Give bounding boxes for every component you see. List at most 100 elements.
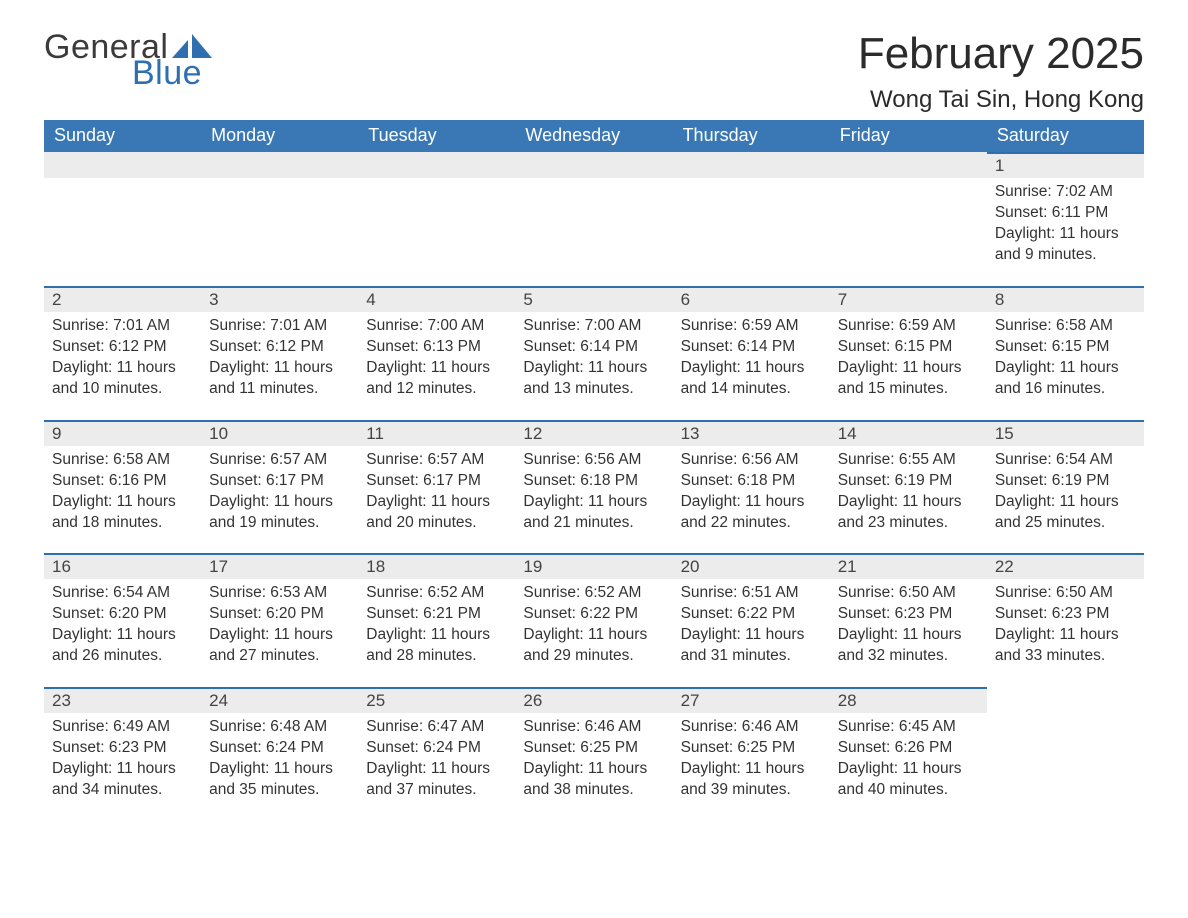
- day-sunset: Sunset: 6:23 PM: [52, 738, 193, 759]
- calendar-day-cell: 12Sunrise: 6:56 AMSunset: 6:18 PMDayligh…: [515, 420, 672, 534]
- day-day2: and 29 minutes.: [523, 646, 664, 667]
- calendar-day-cell: 21Sunrise: 6:50 AMSunset: 6:23 PMDayligh…: [830, 553, 987, 667]
- logo: General Blue: [44, 30, 212, 90]
- calendar-day-cell: 20Sunrise: 6:51 AMSunset: 6:22 PMDayligh…: [673, 553, 830, 667]
- day-sunrise: Sunrise: 6:46 AM: [523, 717, 664, 738]
- calendar-empty-cell: [515, 152, 672, 266]
- day-day2: and 40 minutes.: [838, 780, 979, 801]
- empty-day-bar: [673, 152, 830, 178]
- day-sunset: Sunset: 6:20 PM: [52, 604, 193, 625]
- day-day2: and 16 minutes.: [995, 379, 1136, 400]
- day-details: Sunrise: 6:59 AMSunset: 6:14 PMDaylight:…: [673, 312, 830, 400]
- day-details: Sunrise: 6:58 AMSunset: 6:16 PMDaylight:…: [44, 446, 201, 534]
- day-number: 14: [830, 420, 987, 446]
- day-day2: and 9 minutes.: [995, 245, 1136, 266]
- day-day2: and 15 minutes.: [838, 379, 979, 400]
- day-sunrise: Sunrise: 6:51 AM: [681, 583, 822, 604]
- day-sunset: Sunset: 6:16 PM: [52, 471, 193, 492]
- calendar-day-cell: 8Sunrise: 6:58 AMSunset: 6:15 PMDaylight…: [987, 286, 1144, 400]
- day-details: Sunrise: 6:54 AMSunset: 6:20 PMDaylight:…: [44, 579, 201, 667]
- day-details: Sunrise: 7:02 AMSunset: 6:11 PMDaylight:…: [987, 178, 1144, 266]
- day-number: 11: [358, 420, 515, 446]
- day-day1: Daylight: 11 hours: [838, 358, 979, 379]
- day-day1: Daylight: 11 hours: [209, 759, 350, 780]
- day-number: 6: [673, 286, 830, 312]
- day-sunset: Sunset: 6:25 PM: [523, 738, 664, 759]
- day-number: 25: [358, 687, 515, 713]
- day-day1: Daylight: 11 hours: [995, 358, 1136, 379]
- calendar-day-cell: 26Sunrise: 6:46 AMSunset: 6:25 PMDayligh…: [515, 687, 672, 801]
- day-number: 17: [201, 553, 358, 579]
- day-day2: and 38 minutes.: [523, 780, 664, 801]
- day-sunrise: Sunrise: 6:59 AM: [838, 316, 979, 337]
- day-day1: Daylight: 11 hours: [523, 492, 664, 513]
- day-day1: Daylight: 11 hours: [681, 492, 822, 513]
- day-day2: and 28 minutes.: [366, 646, 507, 667]
- day-number: 4: [358, 286, 515, 312]
- day-day2: and 26 minutes.: [52, 646, 193, 667]
- day-day1: Daylight: 11 hours: [681, 759, 822, 780]
- day-sunrise: Sunrise: 6:57 AM: [209, 450, 350, 471]
- day-day1: Daylight: 11 hours: [366, 759, 507, 780]
- calendar-day-cell: 23Sunrise: 6:49 AMSunset: 6:23 PMDayligh…: [44, 687, 201, 801]
- day-number: 18: [358, 553, 515, 579]
- day-day2: and 14 minutes.: [681, 379, 822, 400]
- calendar-day-cell: 24Sunrise: 6:48 AMSunset: 6:24 PMDayligh…: [201, 687, 358, 801]
- day-details: Sunrise: 6:56 AMSunset: 6:18 PMDaylight:…: [673, 446, 830, 534]
- day-day2: and 27 minutes.: [209, 646, 350, 667]
- day-day2: and 10 minutes.: [52, 379, 193, 400]
- day-day2: and 35 minutes.: [209, 780, 350, 801]
- day-sunset: Sunset: 6:15 PM: [995, 337, 1136, 358]
- week-spacer: [44, 400, 1144, 420]
- day-sunset: Sunset: 6:12 PM: [209, 337, 350, 358]
- calendar-week-row: 23Sunrise: 6:49 AMSunset: 6:23 PMDayligh…: [44, 687, 1144, 801]
- day-sunrise: Sunrise: 7:01 AM: [209, 316, 350, 337]
- day-sunset: Sunset: 6:11 PM: [995, 203, 1136, 224]
- day-day2: and 31 minutes.: [681, 646, 822, 667]
- empty-day-bar: [358, 152, 515, 178]
- day-details: Sunrise: 6:58 AMSunset: 6:15 PMDaylight:…: [987, 312, 1144, 400]
- day-sunset: Sunset: 6:22 PM: [681, 604, 822, 625]
- calendar-day-cell: 22Sunrise: 6:50 AMSunset: 6:23 PMDayligh…: [987, 553, 1144, 667]
- day-details: Sunrise: 6:47 AMSunset: 6:24 PMDaylight:…: [358, 713, 515, 801]
- weekday-thu: Thursday: [673, 120, 830, 152]
- day-sunset: Sunset: 6:24 PM: [366, 738, 507, 759]
- day-number: 28: [830, 687, 987, 713]
- day-details: Sunrise: 6:48 AMSunset: 6:24 PMDaylight:…: [201, 713, 358, 801]
- calendar-week-row: 2Sunrise: 7:01 AMSunset: 6:12 PMDaylight…: [44, 286, 1144, 400]
- calendar-day-cell: 7Sunrise: 6:59 AMSunset: 6:15 PMDaylight…: [830, 286, 987, 400]
- day-sunrise: Sunrise: 6:55 AM: [838, 450, 979, 471]
- calendar-empty-cell: [987, 687, 1144, 801]
- day-sunrise: Sunrise: 7:02 AM: [995, 182, 1136, 203]
- day-day2: and 19 minutes.: [209, 513, 350, 534]
- calendar-day-cell: 9Sunrise: 6:58 AMSunset: 6:16 PMDaylight…: [44, 420, 201, 534]
- day-sunset: Sunset: 6:17 PM: [209, 471, 350, 492]
- day-sunset: Sunset: 6:21 PM: [366, 604, 507, 625]
- day-sunrise: Sunrise: 6:46 AM: [681, 717, 822, 738]
- day-number: 5: [515, 286, 672, 312]
- day-day1: Daylight: 11 hours: [366, 625, 507, 646]
- day-sunset: Sunset: 6:25 PM: [681, 738, 822, 759]
- calendar-day-cell: 15Sunrise: 6:54 AMSunset: 6:19 PMDayligh…: [987, 420, 1144, 534]
- weekday-sun: Sunday: [44, 120, 201, 152]
- day-sunset: Sunset: 6:17 PM: [366, 471, 507, 492]
- day-sunset: Sunset: 6:18 PM: [523, 471, 664, 492]
- day-day2: and 11 minutes.: [209, 379, 350, 400]
- day-details: Sunrise: 6:56 AMSunset: 6:18 PMDaylight:…: [515, 446, 672, 534]
- day-sunrise: Sunrise: 6:56 AM: [523, 450, 664, 471]
- day-details: Sunrise: 6:57 AMSunset: 6:17 PMDaylight:…: [358, 446, 515, 534]
- day-day1: Daylight: 11 hours: [995, 224, 1136, 245]
- day-details: Sunrise: 6:52 AMSunset: 6:21 PMDaylight:…: [358, 579, 515, 667]
- day-details: Sunrise: 6:52 AMSunset: 6:22 PMDaylight:…: [515, 579, 672, 667]
- calendar-day-cell: 14Sunrise: 6:55 AMSunset: 6:19 PMDayligh…: [830, 420, 987, 534]
- day-number: 12: [515, 420, 672, 446]
- day-number: 1: [987, 152, 1144, 178]
- weekday-tue: Tuesday: [358, 120, 515, 152]
- day-day2: and 13 minutes.: [523, 379, 664, 400]
- day-number: 22: [987, 553, 1144, 579]
- day-details: Sunrise: 6:50 AMSunset: 6:23 PMDaylight:…: [987, 579, 1144, 667]
- day-sunrise: Sunrise: 6:50 AM: [995, 583, 1136, 604]
- calendar-day-cell: 27Sunrise: 6:46 AMSunset: 6:25 PMDayligh…: [673, 687, 830, 801]
- day-sunset: Sunset: 6:14 PM: [523, 337, 664, 358]
- day-day1: Daylight: 11 hours: [52, 625, 193, 646]
